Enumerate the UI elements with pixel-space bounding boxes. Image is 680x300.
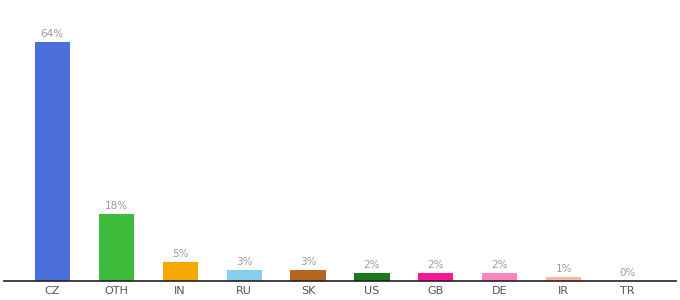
Bar bbox=[290, 270, 326, 281]
Text: 18%: 18% bbox=[105, 201, 128, 211]
Text: 2%: 2% bbox=[428, 260, 444, 271]
Text: 2%: 2% bbox=[364, 260, 380, 271]
Text: 64%: 64% bbox=[41, 28, 64, 39]
Bar bbox=[99, 214, 134, 281]
Text: 3%: 3% bbox=[300, 257, 316, 267]
Text: 3%: 3% bbox=[236, 257, 252, 267]
Bar bbox=[226, 270, 262, 281]
Text: 2%: 2% bbox=[492, 260, 508, 271]
Text: 1%: 1% bbox=[556, 264, 572, 274]
Bar bbox=[163, 262, 198, 281]
Bar bbox=[482, 274, 517, 281]
Bar bbox=[546, 277, 581, 281]
Text: 0%: 0% bbox=[619, 268, 636, 278]
Bar bbox=[418, 274, 454, 281]
Bar bbox=[354, 274, 390, 281]
Text: 5%: 5% bbox=[172, 249, 188, 259]
Bar bbox=[35, 42, 70, 281]
